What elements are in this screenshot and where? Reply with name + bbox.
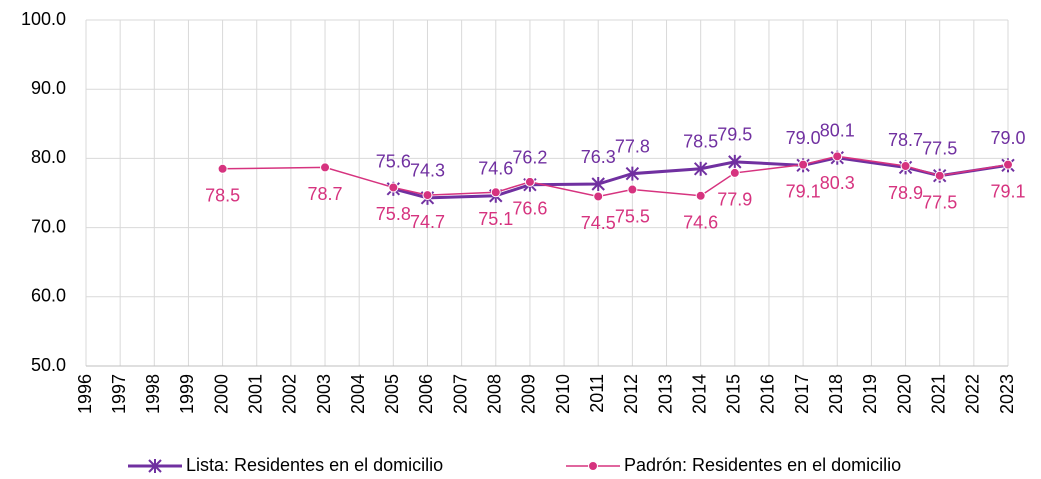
marker (729, 167, 740, 178)
data-label: 74.3 (410, 161, 445, 181)
x-tick-label: 2004 (348, 374, 368, 414)
marker (798, 159, 809, 170)
x-tick-label: 2018 (826, 374, 846, 414)
marker (728, 154, 742, 169)
x-tick-label: 2003 (314, 374, 334, 414)
data-label: 74.7 (410, 212, 445, 232)
marker (588, 461, 598, 471)
data-label: 75.6 (376, 152, 411, 172)
x-tick-label: 2013 (655, 374, 675, 414)
y-tick-label: 100.0 (21, 9, 66, 29)
x-tick-label: 2015 (724, 374, 744, 414)
x-tick-label: 2014 (689, 374, 709, 414)
x-tick-label: 2010 (553, 374, 573, 414)
x-tick-label: 2005 (382, 374, 402, 414)
marker (627, 184, 638, 195)
marker (422, 190, 433, 201)
marker (693, 161, 708, 176)
data-label: 74.5 (581, 213, 616, 233)
data-label: 79.1 (990, 181, 1025, 201)
data-label: 77.9 (717, 190, 752, 210)
y-tick-label: 50.0 (31, 355, 66, 375)
legend-label: Lista: Residentes en el domicilio (186, 455, 443, 475)
x-tick-label: 1997 (109, 374, 129, 414)
data-label: 77.5 (922, 192, 957, 212)
marker (934, 170, 945, 181)
x-tick-label: 2012 (621, 374, 641, 414)
x-tick-label: 2009 (519, 374, 539, 414)
x-tick-label: 2019 (860, 374, 880, 414)
y-tick-label: 80.0 (31, 147, 66, 167)
data-label: 79.5 (717, 125, 752, 145)
y-tick-label: 70.0 (31, 216, 66, 236)
data-label: 74.6 (683, 213, 718, 233)
data-label: 78.5 (683, 132, 718, 152)
data-label: 77.5 (922, 138, 957, 158)
marker (593, 191, 604, 202)
data-label: 79.0 (990, 128, 1025, 148)
data-label: 80.1 (820, 120, 855, 140)
marker (695, 190, 706, 201)
marker (148, 459, 162, 473)
x-tick-label: 2008 (485, 374, 505, 414)
x-tick-label: 2020 (894, 374, 914, 414)
x-tick-label: 2001 (245, 374, 265, 414)
data-label: 78.7 (888, 130, 923, 150)
x-tick-label: 2002 (280, 374, 300, 414)
marker (625, 166, 640, 181)
marker (832, 151, 843, 162)
x-tick-label: 2017 (792, 374, 812, 414)
x-tick-label: 1996 (75, 374, 95, 414)
data-label: 79.0 (786, 128, 821, 148)
x-tick-label: 2007 (450, 374, 470, 414)
x-tick-label: 1998 (143, 374, 163, 414)
y-tick-label: 60.0 (31, 286, 66, 306)
marker (388, 182, 399, 193)
x-tick-label: 2021 (928, 374, 948, 414)
data-label: 79.1 (786, 181, 821, 201)
x-tick-label: 2023 (997, 374, 1017, 414)
data-label: 76.6 (512, 199, 547, 219)
data-label: 78.9 (888, 183, 923, 203)
data-label: 76.3 (581, 147, 616, 167)
marker (591, 177, 605, 192)
marker (320, 162, 331, 173)
data-label: 74.6 (478, 159, 513, 179)
x-tick-label: 2000 (211, 374, 231, 414)
y-tick-label: 90.0 (31, 78, 66, 98)
x-tick-label: 2011 (587, 374, 607, 413)
marker (1003, 159, 1013, 170)
marker (490, 187, 501, 198)
x-tick-label: 1999 (177, 374, 197, 414)
legend-label: Padrón: Residentes en el domicilio (624, 455, 901, 475)
data-label: 76.2 (512, 147, 547, 167)
marker (217, 163, 228, 174)
data-label: 75.5 (615, 206, 650, 226)
x-tick-label: 2022 (963, 374, 983, 414)
data-label: 78.5 (205, 186, 240, 206)
marker (900, 161, 911, 172)
data-label: 77.8 (615, 136, 650, 156)
data-label: 80.3 (820, 173, 855, 193)
x-tick-label: 2006 (416, 374, 436, 414)
data-label: 78.7 (308, 184, 343, 204)
x-tick-label: 2016 (758, 374, 778, 414)
marker (524, 176, 535, 187)
data-label: 75.8 (376, 204, 411, 224)
data-label: 75.1 (478, 209, 513, 229)
